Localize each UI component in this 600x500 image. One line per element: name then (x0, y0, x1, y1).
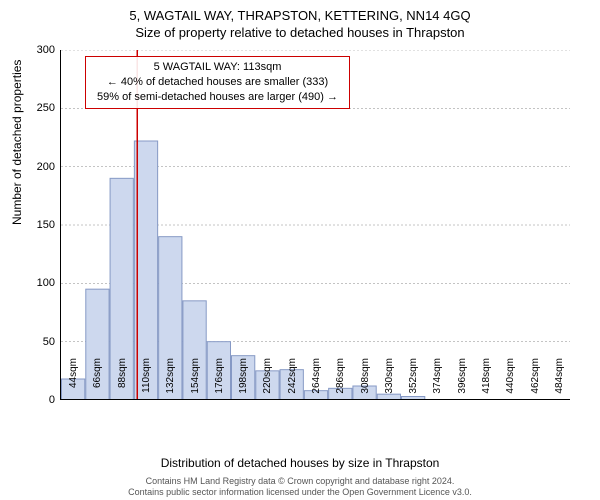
x-tick-label: 418sqm (481, 358, 492, 406)
x-tick-label: 88sqm (117, 358, 128, 406)
x-tick-label: 110sqm (141, 358, 152, 406)
x-tick-label: 264sqm (311, 358, 322, 406)
x-tick-label: 154sqm (190, 358, 201, 406)
footer-attribution: Contains HM Land Registry data © Crown c… (0, 476, 600, 499)
x-tick-label: 308sqm (360, 358, 371, 406)
y-tick-label: 150 (15, 219, 55, 231)
histogram-chart: 050100150200250300 44sqm66sqm88sqm110sqm… (60, 50, 570, 400)
annotation-line-3: 59% of semi-detached houses are larger (… (94, 90, 341, 105)
x-tick-label: 176sqm (214, 358, 225, 406)
x-tick-label: 198sqm (238, 358, 249, 406)
x-tick-label: 396sqm (457, 358, 468, 406)
y-tick-label: 200 (15, 161, 55, 173)
page-subtitle: Size of property relative to detached ho… (0, 23, 600, 40)
annotation-line-1: 5 WAGTAIL WAY: 113sqm (94, 60, 341, 75)
x-tick-label: 66sqm (92, 358, 103, 406)
annotation-line-2: ← 40% of detached houses are smaller (33… (94, 75, 341, 90)
y-tick-label: 50 (15, 336, 55, 348)
x-tick-label: 44sqm (68, 358, 79, 406)
x-tick-label: 374sqm (432, 358, 443, 406)
footer-line-2: Contains public sector information licen… (0, 487, 600, 498)
x-tick-label: 220sqm (262, 358, 273, 406)
x-tick-label: 484sqm (554, 358, 565, 406)
y-axis-label: Number of detached properties (10, 60, 24, 225)
page-title: 5, WAGTAIL WAY, THRAPSTON, KETTERING, NN… (0, 0, 600, 23)
x-tick-label: 242sqm (287, 358, 298, 406)
footer-line-1: Contains HM Land Registry data © Crown c… (0, 476, 600, 487)
y-tick-label: 250 (15, 102, 55, 114)
x-tick-label: 440sqm (505, 358, 516, 406)
x-tick-label: 132sqm (165, 358, 176, 406)
x-tick-label: 330sqm (384, 358, 395, 406)
y-tick-label: 100 (15, 277, 55, 289)
x-tick-label: 462sqm (530, 358, 541, 406)
y-tick-label: 300 (15, 44, 55, 56)
x-axis-label: Distribution of detached houses by size … (0, 456, 600, 470)
y-tick-label: 0 (15, 394, 55, 406)
x-tick-label: 352sqm (408, 358, 419, 406)
x-tick-label: 286sqm (335, 358, 346, 406)
annotation-box: 5 WAGTAIL WAY: 113sqm ← 40% of detached … (85, 56, 350, 109)
